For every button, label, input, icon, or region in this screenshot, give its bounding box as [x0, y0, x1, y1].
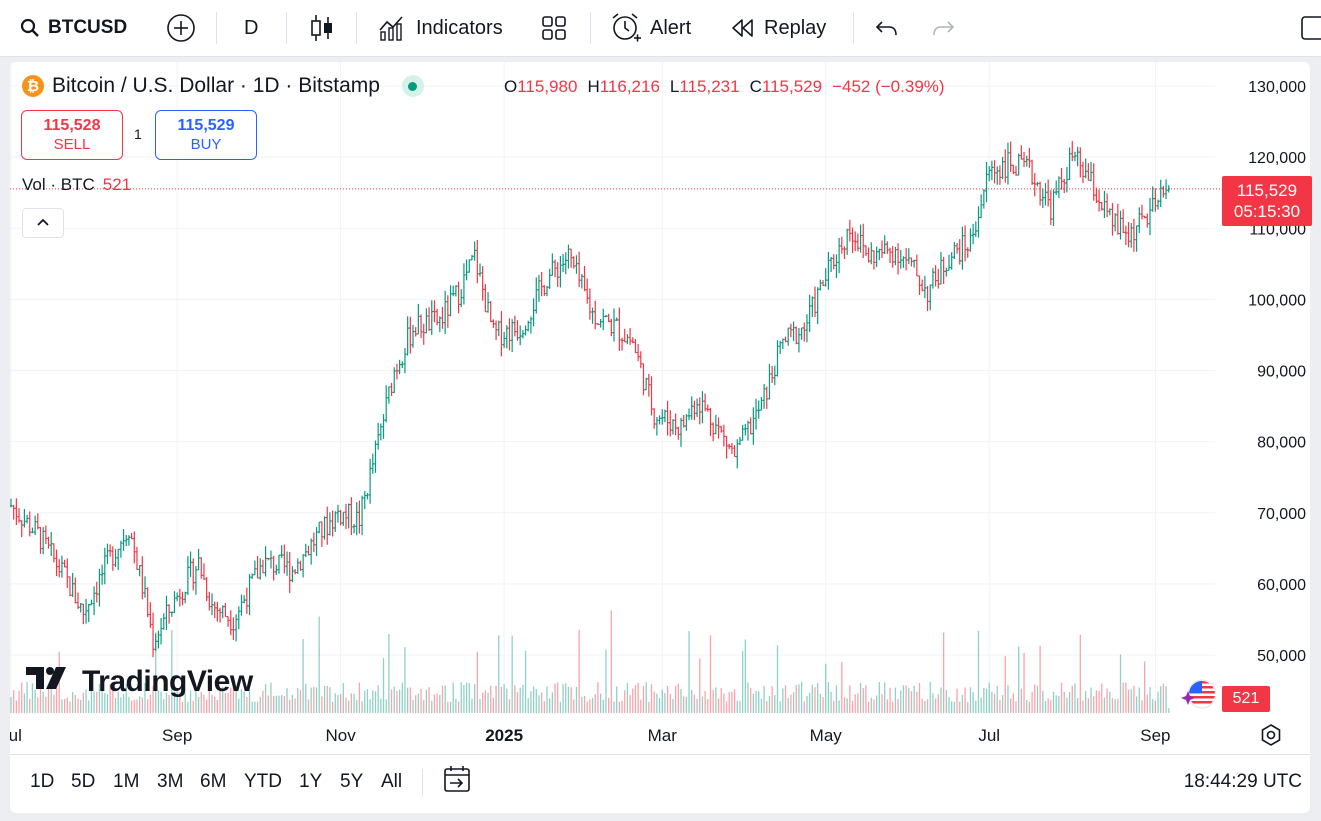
buy-button[interactable]: 115,529 BUY [155, 110, 257, 160]
tradingview-watermark: TradingView [26, 664, 253, 700]
y-axis-label: 70,000 [1257, 506, 1306, 523]
indicators-icon [378, 14, 408, 42]
order-quantity: 1 [134, 126, 142, 142]
volume-tag: 521 [1222, 686, 1270, 712]
market-open-icon[interactable] [401, 75, 424, 97]
range-button-1m[interactable]: 1M [113, 771, 140, 792]
chevron-up-icon [36, 214, 50, 232]
redo-icon [930, 17, 956, 39]
tradingview-logo-icon [26, 664, 74, 700]
ohlc-high: H116,216 [587, 77, 660, 96]
sell-price: 115,528 [43, 117, 101, 134]
ohlc-open: O115,980 [504, 77, 578, 96]
range-button-5y[interactable]: 5Y [340, 771, 364, 792]
go-to-date-button[interactable] [442, 765, 472, 799]
x-axis-label: 2025 [485, 726, 523, 745]
range-button-all[interactable]: All [381, 771, 403, 792]
y-axis-label: 120,000 [1248, 150, 1306, 167]
range-button-5d[interactable]: 5D [71, 771, 96, 792]
range-button-1y[interactable]: 1Y [299, 771, 323, 792]
layout-templates-button[interactable] [541, 8, 567, 48]
alert-button[interactable]: Alert [610, 8, 691, 48]
bitcoin-icon: ₿ [22, 75, 44, 97]
window-icon [1300, 15, 1321, 41]
indicators-button[interactable]: Indicators [378, 8, 503, 48]
compare-symbol-button[interactable] [166, 8, 196, 48]
undo-button[interactable] [874, 8, 900, 48]
chart-panel: 130,000 120,000 110,000 100,000 90,000 80,000… [10, 62, 1312, 814]
redo-button[interactable] [930, 8, 956, 48]
chart-settings-button[interactable] [1259, 723, 1283, 752]
rewind-icon [730, 17, 756, 39]
us-flag-icon[interactable] [1180, 676, 1217, 712]
x-axis-label: Nov [326, 726, 357, 745]
y-axis-label: 50,000 [1257, 648, 1306, 665]
x-axis-label: Sep [162, 726, 192, 745]
top-toolbar: BTCUSD D Indicators Alert Re [0, 0, 1321, 57]
buy-label: BUY [190, 136, 222, 153]
alarm-clock-icon [610, 12, 642, 44]
range-button-3m[interactable]: 3M [157, 771, 184, 792]
range-button-1d[interactable]: 1D [30, 771, 55, 792]
buy-price: 115,529 [177, 117, 235, 134]
replay-label: Replay [764, 16, 827, 39]
candles-icon [309, 13, 335, 43]
y-axis-label: 90,000 [1257, 364, 1306, 381]
plus-circle-icon [166, 13, 196, 43]
price-change: −452 (−0.39%) [832, 77, 945, 96]
bottom-toolbar: 1D 5D 1M 3M 6M YTD 1Y 5Y All 18:44:29 UTC [10, 754, 1310, 814]
chart-type-button[interactable] [309, 8, 335, 48]
bar-countdown: 05:15:30 [1233, 202, 1301, 221]
ohlc-close: C115,529 [749, 77, 823, 96]
grid-icon [541, 15, 567, 41]
collapse-legend-button[interactable] [22, 208, 64, 238]
x-axis-label: Sep [1140, 726, 1170, 745]
last-price-tag: 115,529 05:15:30 [1222, 176, 1312, 226]
timezone-clock[interactable]: 18:44:29 UTC [1183, 771, 1302, 792]
volume-label[interactable]: Vol · BTC [22, 175, 95, 194]
y-axis-label: 80,000 [1257, 435, 1306, 452]
y-axis-label: 60,000 [1257, 577, 1306, 594]
replay-button[interactable]: Replay [730, 8, 826, 48]
range-divider [422, 769, 423, 797]
symbol-legend: ₿ Bitcoin / U.S. Dollar · 1D · Bitstamp [22, 74, 424, 98]
alert-label: Alert [650, 16, 692, 39]
interval-button[interactable]: D [244, 8, 258, 48]
legend-title[interactable]: Bitcoin / U.S. Dollar · 1D · Bitstamp [52, 74, 380, 97]
sell-button[interactable]: 115,528 SELL [21, 110, 123, 160]
search-icon [20, 18, 40, 38]
indicators-label: Indicators [416, 16, 503, 39]
sell-label: SELL [53, 136, 91, 153]
range-button-6m[interactable]: 6M [200, 771, 227, 792]
symbol-search-button[interactable]: BTCUSD [20, 8, 127, 48]
y-axis-label: 130,000 [1248, 79, 1306, 96]
x-axis-label: Jul [10, 726, 22, 745]
x-axis-label: Mar [648, 726, 678, 745]
tradingview-logo-text: TradingView [82, 665, 253, 698]
x-axis-label: Jul [978, 726, 1000, 745]
volume-value: 521 [102, 175, 132, 194]
last-price: 115,529 [1236, 181, 1298, 200]
ohlc-values: O115,980 H116,216 L115,231 C115,529 −452… [504, 77, 945, 97]
fullscreen-button[interactable] [1300, 8, 1321, 48]
y-axis-label: 100,000 [1248, 292, 1306, 309]
volume-legend: Vol · BTC 521 [22, 175, 131, 195]
interval-label: D [244, 16, 259, 39]
price-chart[interactable]: 130,000120,000110,000100,00090,00080,000… [10, 62, 1310, 754]
ohlc-low: L115,231 [669, 77, 740, 96]
gear-icon [1259, 724, 1283, 751]
calendar-icon [442, 764, 472, 800]
range-button-ytd[interactable]: YTD [244, 771, 282, 792]
symbol-label: BTCUSD [48, 17, 128, 38]
x-axis-label: May [810, 726, 843, 745]
undo-icon [874, 17, 900, 39]
